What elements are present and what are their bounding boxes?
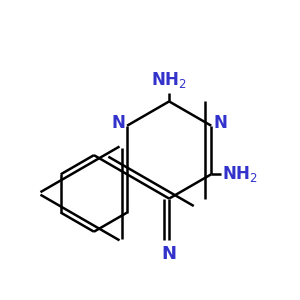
Text: N: N bbox=[213, 114, 227, 132]
Text: NH$_2$: NH$_2$ bbox=[151, 70, 187, 90]
Text: NH$_2$: NH$_2$ bbox=[222, 164, 258, 184]
Text: N: N bbox=[162, 245, 177, 263]
Text: N: N bbox=[111, 114, 125, 132]
